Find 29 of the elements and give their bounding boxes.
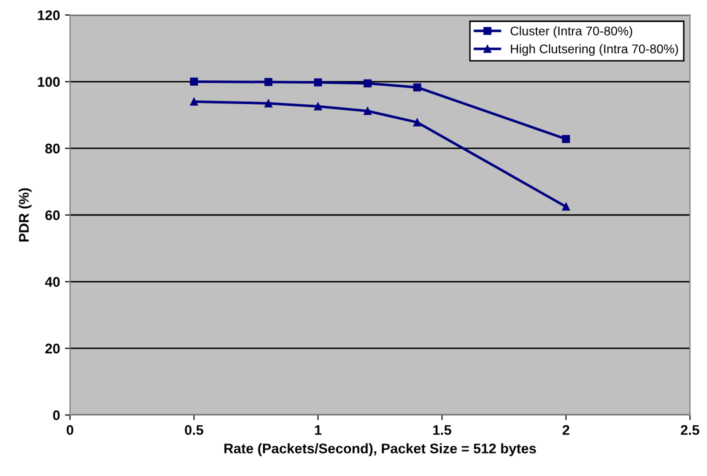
x-tick-label: 0 (66, 425, 74, 435)
x-axis-title: Rate (Packets/Second), Packet Size = 512 bytes (224, 443, 536, 456)
y-tick-label: 120 (38, 10, 60, 20)
point (364, 79, 372, 88)
x-tick-label: 1.5 (433, 425, 452, 435)
legend-label: Cluster (Intra 70-80%) (510, 26, 632, 38)
point (190, 98, 198, 106)
point (314, 102, 322, 110)
point (413, 83, 422, 92)
point (314, 78, 322, 86)
point (413, 118, 422, 126)
point (562, 135, 570, 143)
y-tick-label: 40 (45, 277, 60, 287)
y-tick-label: 20 (45, 344, 60, 354)
point (364, 107, 372, 115)
y-tick-label: 80 (45, 144, 60, 154)
x-tick-label: 0.5 (184, 425, 204, 435)
x-tick-label: 1 (315, 425, 322, 435)
point (190, 78, 198, 86)
point (264, 99, 272, 108)
point (562, 202, 570, 211)
y-tick-label: 60 (45, 210, 60, 220)
x-tick-label: 2.5 (680, 425, 700, 435)
point (264, 78, 272, 86)
y-tick-label: 100 (38, 77, 60, 87)
x-tick-label: 2 (562, 425, 570, 435)
y-axis-title: PDR (%) (18, 188, 32, 242)
legend-label: High Clutsering (Intra 70-80%) (510, 44, 678, 56)
y-tick-label: 0 (53, 410, 60, 420)
